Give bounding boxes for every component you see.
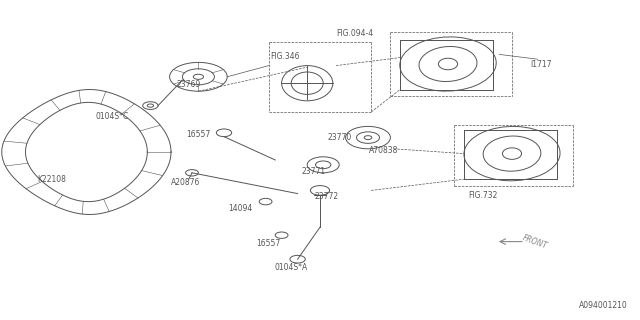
Text: I1717: I1717 <box>530 60 552 68</box>
Text: K22108: K22108 <box>36 175 66 184</box>
Text: 16557: 16557 <box>186 130 211 139</box>
Text: 23770: 23770 <box>327 133 351 142</box>
Text: 0104S*A: 0104S*A <box>275 263 308 272</box>
Text: 16557: 16557 <box>257 239 281 248</box>
Text: A094001210: A094001210 <box>579 301 627 310</box>
Text: FIG.732: FIG.732 <box>468 191 498 200</box>
Text: 14094: 14094 <box>228 204 252 212</box>
Text: 23771: 23771 <box>301 167 326 176</box>
Text: 23772: 23772 <box>314 192 339 201</box>
Text: A70838: A70838 <box>369 146 399 155</box>
Text: 0104S*C: 0104S*C <box>95 112 129 121</box>
Text: 23769: 23769 <box>177 80 201 89</box>
Text: A20876: A20876 <box>171 178 200 187</box>
Text: FIG.094-4: FIG.094-4 <box>337 29 374 38</box>
Text: FIG.346: FIG.346 <box>270 52 300 60</box>
Text: FRONT: FRONT <box>522 233 549 250</box>
